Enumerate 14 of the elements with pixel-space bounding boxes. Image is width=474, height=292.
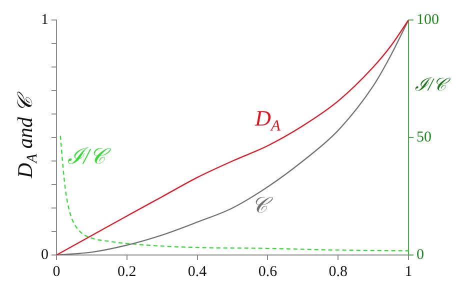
y-axis-title: DA and 𝒞 xyxy=(13,90,41,180)
series-label: 𝒞 xyxy=(252,192,274,218)
x-tick-label: 0 xyxy=(52,264,60,280)
line-series xyxy=(60,135,408,252)
x-tick-label: 0.2 xyxy=(118,264,136,280)
y2-tick-label: 0 xyxy=(416,246,424,263)
y2-tick-label: 100 xyxy=(416,12,439,28)
x-tick-label: 0.8 xyxy=(328,264,348,280)
y2-axis-title: ℐ/𝒞 xyxy=(415,74,451,95)
y2-tick-label: 50 xyxy=(416,129,432,146)
x-tick-label: 0.6 xyxy=(258,264,278,280)
x-tick-label: 0.4 xyxy=(188,264,208,280)
x-tick-label: 1 xyxy=(404,264,412,280)
series-label: ℐ/𝒞 xyxy=(67,144,112,169)
